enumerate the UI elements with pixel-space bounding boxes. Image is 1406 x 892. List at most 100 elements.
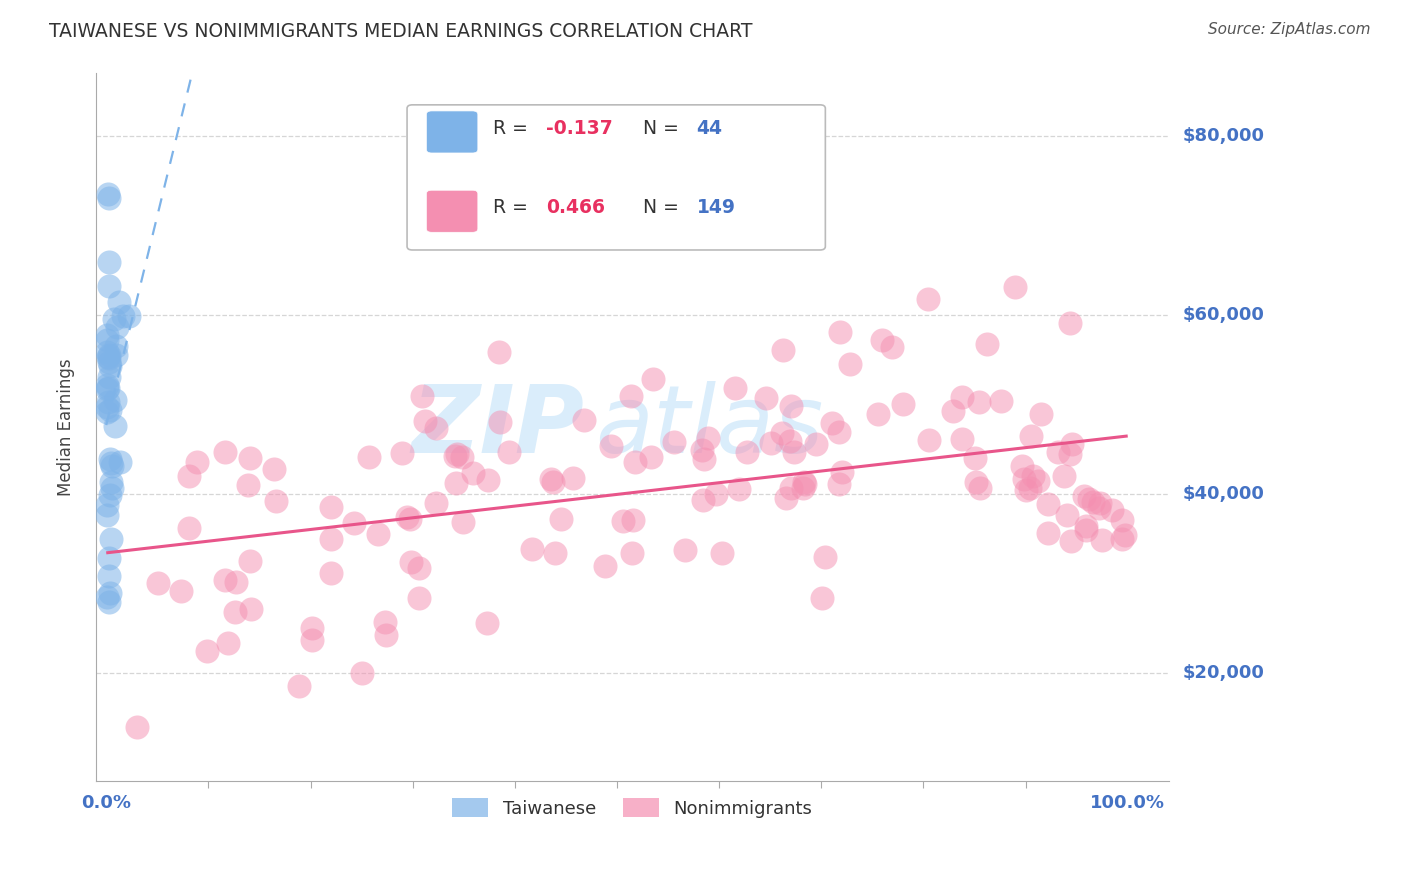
Point <box>1111 532 1133 546</box>
Point <box>830 326 852 340</box>
Point <box>446 446 468 460</box>
Point <box>522 541 544 556</box>
Point <box>793 476 815 491</box>
Point <box>98 568 121 582</box>
Point <box>101 459 124 474</box>
Point <box>186 455 208 469</box>
Point <box>593 559 616 574</box>
Point <box>1053 469 1076 483</box>
Point <box>146 576 169 591</box>
Point <box>710 546 733 560</box>
FancyBboxPatch shape <box>426 190 478 232</box>
Point <box>891 397 914 411</box>
Point <box>96 400 118 414</box>
Point <box>100 533 122 547</box>
Point <box>96 344 118 359</box>
Point <box>100 457 122 471</box>
Point <box>197 644 219 658</box>
Point <box>475 616 498 631</box>
Point <box>828 477 851 491</box>
Point <box>489 415 512 429</box>
Point <box>239 451 262 466</box>
Point <box>350 666 373 681</box>
Point <box>692 452 714 467</box>
Point <box>224 606 246 620</box>
Point <box>97 395 120 409</box>
Y-axis label: Median Earnings: Median Earnings <box>58 359 75 496</box>
Point <box>696 431 718 445</box>
Point <box>301 621 323 635</box>
Point <box>673 542 696 557</box>
Point <box>1060 533 1083 548</box>
Point <box>1036 526 1059 541</box>
Point <box>97 350 120 364</box>
Text: 44: 44 <box>696 119 723 137</box>
Point <box>1011 458 1033 473</box>
Point <box>1022 469 1045 483</box>
Point <box>498 444 520 458</box>
Text: R =: R = <box>494 119 534 137</box>
Text: 149: 149 <box>696 198 735 217</box>
Text: $80,000: $80,000 <box>1182 127 1264 145</box>
Point <box>179 521 201 535</box>
Point <box>704 487 727 501</box>
Point <box>540 472 562 486</box>
Point <box>214 445 236 459</box>
Point <box>415 414 437 428</box>
Point <box>399 512 422 526</box>
Point <box>562 471 585 485</box>
Point <box>735 445 758 459</box>
Point <box>755 392 778 406</box>
Point <box>217 636 239 650</box>
Point <box>838 357 860 371</box>
Point <box>761 436 783 450</box>
Point <box>179 469 201 483</box>
Point <box>214 573 236 587</box>
Text: N =: N = <box>643 198 685 217</box>
Point <box>96 590 118 604</box>
FancyBboxPatch shape <box>408 105 825 250</box>
Point <box>96 328 118 343</box>
Point <box>1036 496 1059 510</box>
Point <box>1018 481 1040 495</box>
Point <box>621 513 644 527</box>
Point <box>612 514 634 528</box>
Point <box>100 475 122 490</box>
Point <box>301 632 323 647</box>
Point <box>965 475 987 489</box>
Point <box>1074 523 1097 537</box>
Legend: Taiwanese, Nonimmigrants: Taiwanese, Nonimmigrants <box>444 791 820 825</box>
Text: TAIWANESE VS NONIMMIGRANTS MEDIAN EARNINGS CORRELATION CHART: TAIWANESE VS NONIMMIGRANTS MEDIAN EARNIN… <box>49 22 752 41</box>
Point <box>103 312 125 326</box>
Point <box>1019 429 1042 443</box>
Point <box>950 432 973 446</box>
Text: R =: R = <box>494 198 534 217</box>
Text: $20,000: $20,000 <box>1182 665 1264 682</box>
Point <box>692 443 714 458</box>
Point <box>770 426 793 441</box>
Point <box>643 372 665 386</box>
Point <box>240 602 263 616</box>
Point <box>104 418 127 433</box>
Text: ZIP: ZIP <box>411 381 583 473</box>
Point <box>100 481 122 495</box>
Point <box>620 546 643 560</box>
Point <box>463 466 485 480</box>
Point <box>96 377 118 392</box>
Point <box>97 255 120 269</box>
Point <box>1056 508 1078 522</box>
Point <box>1046 445 1069 459</box>
Point <box>105 319 128 334</box>
Point <box>96 499 118 513</box>
Point <box>780 481 803 495</box>
Point <box>1073 490 1095 504</box>
Point <box>343 516 366 530</box>
Text: N =: N = <box>643 119 685 137</box>
Point <box>624 455 647 469</box>
Point <box>98 359 121 373</box>
Point <box>779 400 801 414</box>
Point <box>391 446 413 460</box>
Point <box>98 355 121 369</box>
Point <box>111 309 134 323</box>
Point <box>1081 495 1104 509</box>
